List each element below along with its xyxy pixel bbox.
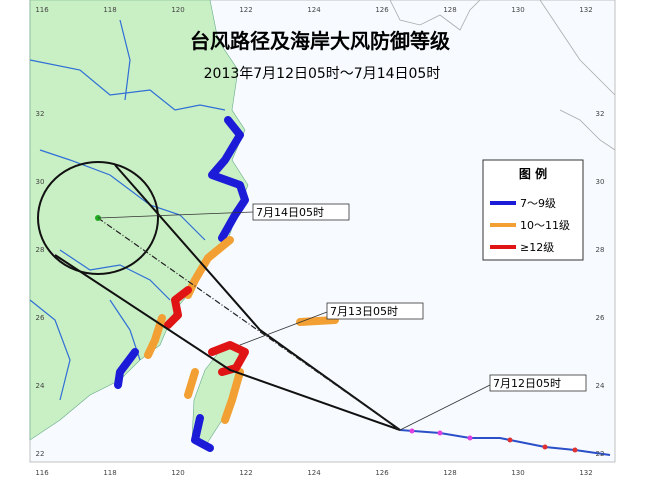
warning-blue xyxy=(191,414,214,452)
legend-label: ≥12级 xyxy=(520,241,554,254)
coast-outlines xyxy=(389,0,616,151)
legend-box xyxy=(482,159,584,261)
track-label: 7月12日05时 xyxy=(493,377,561,390)
lat-tick-label: 24 xyxy=(596,382,605,390)
legend-label: 7～9级 xyxy=(520,197,556,210)
lat-tick-label: 30 xyxy=(596,178,605,186)
lat-tick-label: 22 xyxy=(36,450,45,458)
track-labels: 7月14日05时 7月13日05时 7月12日05时 xyxy=(252,203,587,392)
lon-tick-label: 124 xyxy=(307,6,321,14)
lon-tick-label: 118 xyxy=(103,6,116,14)
legend-label: 10～11级 xyxy=(520,219,570,232)
label-box xyxy=(252,203,350,221)
track-points xyxy=(409,428,578,453)
track-label: 7月14日05时 xyxy=(256,206,324,219)
legend: 图 例 7～9级 10～11级 ≥12级 xyxy=(482,159,584,261)
lon-tick-label: 128 xyxy=(443,469,456,477)
lon-tick-label: 116 xyxy=(35,6,49,14)
lon-tick-label: 124 xyxy=(307,469,321,477)
warning-orange xyxy=(184,368,199,399)
label-box xyxy=(489,374,587,392)
lat-tick-label: 22 xyxy=(596,450,605,458)
lon-tick-label: 126 xyxy=(375,469,389,477)
warning-orange xyxy=(221,368,244,424)
lon-tick-label: 122 xyxy=(239,6,252,14)
lat-tick-label: 32 xyxy=(36,110,45,118)
leader-lines xyxy=(97,211,491,431)
lon-tick-label: 120 xyxy=(171,469,184,477)
lon-tick-label: 116 xyxy=(35,469,49,477)
legend-title: 图 例 xyxy=(519,166,547,181)
warning-blue xyxy=(114,348,139,389)
past-track xyxy=(399,429,611,456)
lat-tick-label: 24 xyxy=(36,382,45,390)
warning-orange xyxy=(184,236,234,299)
warning-red xyxy=(208,341,249,376)
lon-tick-label: 126 xyxy=(375,6,389,14)
subtitle: 2013年7月12日05时～7月14日05时 xyxy=(204,66,441,82)
lon-tick-label: 128 xyxy=(443,6,456,14)
lat-tick-label: 26 xyxy=(596,314,605,322)
track-line xyxy=(97,217,401,431)
warning-red xyxy=(164,286,192,329)
lon-tick-label: 120 xyxy=(171,6,184,14)
ticks: 116 116 118 118 120 120 122 122 124 124 126 126 128 1… xyxy=(35,6,605,477)
lat-tick-label: 28 xyxy=(36,246,45,254)
track-point xyxy=(467,435,473,441)
label-box xyxy=(326,302,424,320)
lon-tick-label: 118 xyxy=(103,469,116,477)
lon-tick-label: 132 xyxy=(579,469,592,477)
lat-tick-label: 30 xyxy=(36,178,45,186)
province-borders xyxy=(29,19,226,401)
track-point xyxy=(542,444,548,450)
warning-orange xyxy=(144,314,166,359)
lat-tick-label: 28 xyxy=(596,246,605,254)
lat-tick-label: 26 xyxy=(36,314,45,322)
track-point xyxy=(507,437,513,443)
lon-tick-label: 130 xyxy=(511,6,524,14)
track-point xyxy=(437,430,443,436)
track-point xyxy=(409,428,415,434)
lon-tick-label: 130 xyxy=(511,469,524,477)
lat-tick-label: 32 xyxy=(596,110,605,118)
lon-tick-label: 122 xyxy=(239,469,252,477)
track-label: 7月13日05时 xyxy=(330,305,398,318)
track-point xyxy=(572,447,578,453)
lon-tick-label: 132 xyxy=(579,6,592,14)
warning-orange xyxy=(296,316,339,326)
title: 台风路径及海岸大风防御等级 xyxy=(190,29,450,53)
